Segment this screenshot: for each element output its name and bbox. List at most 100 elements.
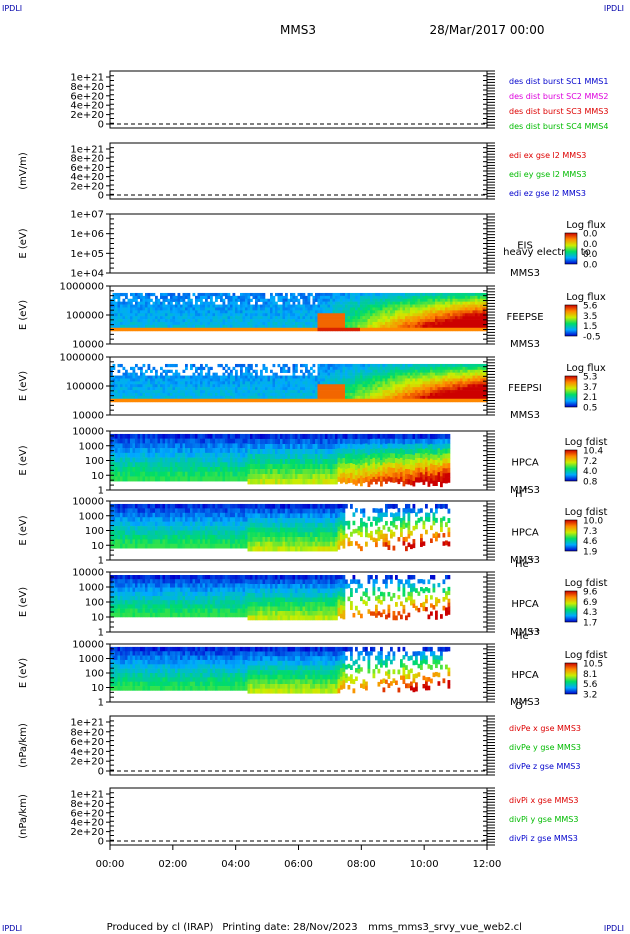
heatmap-cell	[252, 469, 256, 475]
heatmap-cell	[392, 319, 396, 323]
heatmap-cell	[310, 448, 313, 455]
heatmap-cell	[350, 298, 353, 302]
heatmap-cell	[335, 443, 338, 450]
heatmap-cell	[300, 392, 303, 397]
heatmap-cell	[297, 448, 301, 455]
heatmap-cell	[265, 395, 268, 400]
heatmap-cell	[195, 471, 198, 477]
heatmap-cell	[292, 310, 296, 314]
heatmap-cell	[340, 316, 343, 320]
heatmap-cell	[455, 387, 458, 391]
heatmap-cell	[240, 384, 243, 388]
heatmap-cell	[177, 316, 181, 320]
heatmap-cell	[397, 378, 401, 382]
heatmap-cell	[205, 476, 208, 482]
heatmap-cell	[235, 433, 238, 439]
heatmap-cell	[417, 398, 421, 403]
heatmap-cell	[435, 321, 438, 326]
heatmap-cell	[455, 366, 458, 371]
heatmap-cell	[325, 390, 328, 394]
heatmap-cell	[220, 462, 223, 468]
heatmap-cell	[345, 301, 348, 305]
heatmap-cell	[180, 448, 183, 454]
heatmap-cell	[335, 474, 338, 480]
heatmap-cell	[262, 459, 266, 465]
heatmap-cell	[127, 304, 131, 308]
heatmap-cell	[115, 313, 118, 317]
heatmap-cell	[355, 387, 358, 391]
heatmap-cell	[307, 392, 311, 397]
heatmap-cell	[225, 319, 228, 323]
heatmap-cell	[425, 319, 428, 323]
heatmap-cell	[120, 327, 123, 332]
heatmap-cell	[245, 298, 248, 302]
heatmap-cell	[435, 313, 438, 317]
heatmap-cell	[415, 324, 418, 329]
heatmap-cell	[202, 384, 206, 388]
heatmap-cell	[170, 462, 173, 468]
heatmap-cell	[385, 298, 388, 302]
heatmap-cell	[152, 375, 156, 379]
heatmap-cell	[450, 381, 453, 385]
heatmap-cell	[430, 395, 433, 400]
heatmap-cell	[297, 292, 301, 297]
heatmap-cell	[425, 369, 428, 373]
heatmap-cell	[390, 384, 393, 388]
heatmap-cell	[385, 310, 388, 314]
heatmap-cell	[315, 387, 318, 391]
heatmap-cell	[387, 395, 391, 400]
heatmap-cell	[337, 462, 341, 468]
heatmap-cell	[272, 479, 276, 485]
heatmap-cell	[257, 378, 261, 382]
heatmap-cell	[160, 398, 163, 403]
heatmap-cell	[267, 390, 271, 394]
heatmap-cell	[215, 313, 218, 317]
heatmap-cell	[240, 372, 243, 376]
heatmap-cell	[275, 479, 278, 485]
heatmap-cell	[130, 443, 133, 449]
heatmap-cell	[185, 398, 188, 403]
heatmap-cell	[295, 479, 298, 485]
heatmap-cell	[207, 433, 211, 439]
heatmap-cell	[245, 398, 248, 403]
heatmap-cell	[237, 390, 241, 394]
heatmap-cell	[352, 449, 356, 455]
heatmap-cell	[360, 384, 363, 388]
heatmap-cell	[152, 327, 156, 332]
heatmap-cell	[357, 366, 361, 371]
heatmap-cell	[132, 313, 136, 317]
heatmap-cell	[220, 443, 223, 449]
heatmap-cell	[235, 327, 238, 332]
heatmap-cell	[372, 295, 376, 300]
heatmap-cell	[320, 390, 323, 394]
heatmap-cell	[127, 319, 131, 323]
heatmap-cell	[312, 381, 316, 385]
heatmap-cell	[222, 462, 226, 468]
heatmap-cell	[390, 378, 393, 382]
heatmap-cell	[155, 372, 158, 376]
heatmap-cell	[462, 301, 466, 305]
heatmap-cell	[165, 398, 168, 403]
y-tick-label: 6e+20	[70, 163, 104, 174]
heatmap-cell	[290, 313, 293, 317]
colorbar	[564, 375, 578, 408]
heatmap-cell	[277, 324, 281, 329]
heatmap-cell	[340, 327, 343, 332]
heatmap-cell	[350, 310, 353, 314]
heatmap-cell	[470, 387, 473, 391]
heatmap-cell	[477, 304, 481, 308]
heatmap-cell	[170, 316, 173, 320]
heatmap-cell	[335, 369, 338, 373]
heatmap-cell	[372, 392, 376, 397]
heatmap-cell	[275, 313, 278, 317]
heatmap-cell	[247, 301, 251, 305]
heatmap-cell	[457, 321, 461, 326]
heatmap-cell	[227, 466, 231, 473]
heatmap-cell	[445, 378, 448, 382]
heatmap-cell	[462, 319, 466, 323]
heatmap-cell	[170, 319, 173, 323]
heatmap-cell	[120, 390, 123, 394]
heatmap-cell	[132, 375, 136, 379]
heatmap-cell	[407, 372, 411, 376]
heatmap-cell	[222, 392, 226, 397]
